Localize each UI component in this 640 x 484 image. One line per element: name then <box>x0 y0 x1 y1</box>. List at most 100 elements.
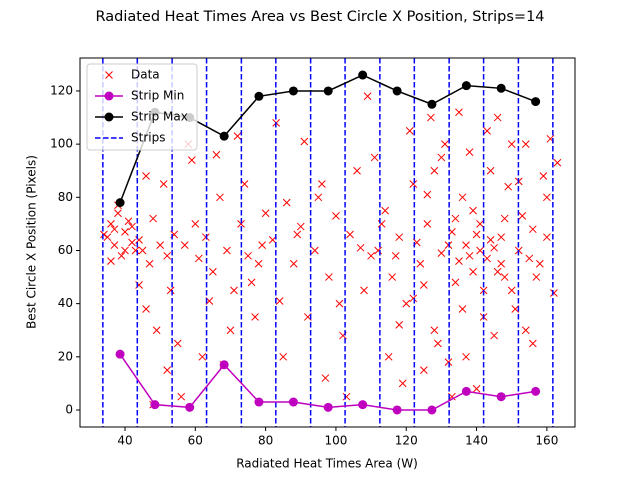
data-point <box>553 158 562 167</box>
data-point <box>233 132 242 141</box>
x-tick-label: 60 <box>188 434 203 448</box>
data-point <box>550 289 558 297</box>
data-point <box>409 294 418 303</box>
data-point <box>258 241 266 250</box>
data-point <box>230 286 238 295</box>
data-point <box>325 273 333 281</box>
data-point <box>163 366 172 374</box>
series-point <box>288 86 298 96</box>
y-tick-label: 0 <box>65 402 73 416</box>
data-point <box>462 241 470 250</box>
data-point <box>490 243 498 252</box>
data-point <box>483 254 491 263</box>
data-point <box>370 153 379 162</box>
data-point <box>128 238 136 247</box>
data-point <box>458 193 467 202</box>
series-line <box>119 353 536 411</box>
data-point <box>367 251 375 260</box>
chart-title: Radiated Heat Times Area vs Best Circle … <box>95 9 544 25</box>
legend-label: Strips <box>131 131 165 145</box>
data-point <box>180 241 189 250</box>
data-point <box>500 273 509 281</box>
data-point <box>486 166 495 175</box>
data-point <box>223 246 231 255</box>
data-point <box>363 92 372 101</box>
data-point <box>318 180 326 188</box>
data-point <box>409 180 418 188</box>
data-point <box>177 392 186 401</box>
data-point <box>247 278 256 287</box>
legend-label: Strip Min <box>131 89 184 103</box>
series-point <box>323 86 333 96</box>
data-point <box>300 137 309 146</box>
data-point <box>289 259 298 268</box>
data-point <box>539 172 548 180</box>
data-point <box>128 222 136 231</box>
data-point <box>543 193 551 202</box>
data-point <box>124 217 133 226</box>
data-point <box>469 206 477 215</box>
data-point <box>472 384 481 393</box>
data-point <box>423 220 432 228</box>
data-point <box>332 212 340 220</box>
data-point <box>254 259 263 268</box>
data-point <box>110 241 119 250</box>
data-point <box>402 299 411 308</box>
y-tick-label: 40 <box>58 296 73 310</box>
y-tick-label: 80 <box>58 190 73 204</box>
data-point <box>314 193 323 202</box>
data-point <box>191 220 200 228</box>
data-point <box>395 321 404 329</box>
x-tick-label: 120 <box>395 434 418 448</box>
data-point <box>360 286 368 295</box>
y-tick-label: 120 <box>50 83 73 97</box>
plot-area <box>100 58 562 427</box>
data-point <box>434 339 442 348</box>
data-point <box>268 235 277 244</box>
series-point <box>254 397 264 407</box>
data-point <box>152 326 161 335</box>
data-point <box>507 140 516 148</box>
data-point <box>398 379 407 388</box>
data-point <box>500 214 509 223</box>
series-point <box>496 392 506 402</box>
data-point <box>465 148 474 156</box>
data-point <box>472 230 481 239</box>
data-point <box>251 313 259 321</box>
data-point <box>279 352 288 361</box>
data-point <box>521 326 530 335</box>
data-point <box>194 254 203 263</box>
legend: Data Strip Min Strip Max Strips <box>86 63 198 151</box>
data-point <box>543 233 551 242</box>
data-point <box>335 299 344 308</box>
data-point <box>321 374 330 382</box>
data-point <box>121 228 129 236</box>
data-point <box>430 326 439 335</box>
x-tick-label: 40 <box>117 434 132 448</box>
x-tick-label: 140 <box>465 434 488 448</box>
data-point <box>282 198 291 207</box>
data-point <box>356 243 365 252</box>
data-point <box>521 140 530 148</box>
data-point <box>275 297 284 305</box>
data-point <box>462 352 470 361</box>
legend-swatch <box>105 71 113 79</box>
data-point <box>103 233 112 242</box>
data-point <box>493 267 502 276</box>
data-point <box>107 220 115 228</box>
data-point <box>198 352 207 361</box>
series-point <box>531 386 541 396</box>
data-point <box>391 251 400 260</box>
data-point <box>100 230 108 239</box>
series-point <box>461 81 471 91</box>
data-point <box>490 331 498 340</box>
data-point <box>240 180 249 188</box>
legend-box <box>86 63 198 151</box>
data-point <box>437 249 446 257</box>
data-point <box>507 286 516 295</box>
series-point <box>427 405 437 415</box>
data-point <box>405 126 414 135</box>
data-point <box>532 273 541 281</box>
data-point <box>455 108 463 117</box>
y-tick-label: 60 <box>58 243 73 257</box>
